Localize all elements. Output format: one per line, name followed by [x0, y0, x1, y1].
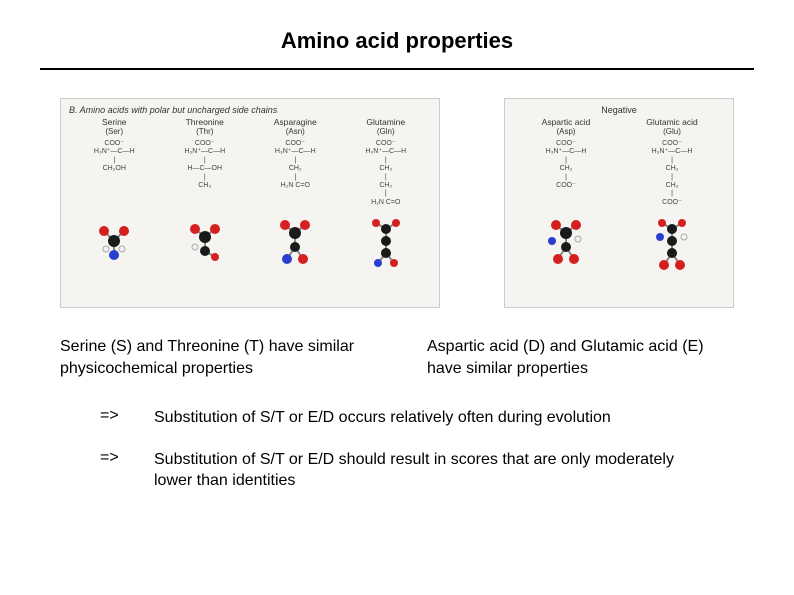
aa-asparagine-col: Asparagine (Asn) COO⁻ H₃N⁺—C—H | CH₂ | H… — [250, 117, 341, 207]
panel-right-names: Aspartic acid (Asp) COO⁻ H₃N⁺—C—H | CH₂ … — [513, 117, 725, 207]
aa-formula: COO⁻ H₃N⁺—C—H | CH₂ | CH₂ | H₂N C=O — [365, 140, 406, 207]
panel-right-header: Negative — [513, 105, 725, 115]
aa-abbr: (Ser) — [105, 127, 123, 136]
aa-name: Glutamic acid — [646, 117, 698, 127]
aa-formula: COO⁻ H₃N⁺—C—H | CH₂ | H₂N C=O — [275, 140, 316, 190]
aa-abbr: (Glu) — [663, 127, 681, 136]
molecule-icon — [271, 217, 319, 273]
figures-row: B. Amino acids with polar but uncharged … — [40, 98, 754, 308]
implication-text: Substitution of S/T or E/D occurs relati… — [154, 407, 611, 429]
aa-formula: COO⁻ H₃N⁺—C—H | CH₂OH — [94, 140, 135, 174]
caption-right: Aspartic acid (D) and Glutamic acid (E) … — [427, 336, 734, 379]
aa-abbr: (Asp) — [556, 127, 575, 136]
panel-left-header: B. Amino acids with polar but uncharged … — [69, 105, 431, 115]
aa-name: Glutamine — [366, 117, 405, 127]
aa-formula: COO⁻ H₃N⁺—C—H | CH₂ | CH₂ | COO⁻ — [652, 140, 693, 207]
aa-abbr: (Gln) — [377, 127, 395, 136]
aa-formula: COO⁻ H₃N⁺—C—H | CH₂ | COO⁻ — [546, 140, 587, 190]
aa-name: Aspartic acid — [542, 117, 591, 127]
panel-left-models — [69, 217, 431, 273]
panel-left-names: Serine (Ser) COO⁻ H₃N⁺—C—H | CH₂OH Threo… — [69, 117, 431, 207]
arrow-icon: => — [100, 449, 130, 467]
caption-left: Serine (S) and Threonine (T) have simila… — [60, 336, 367, 379]
aa-name: Asparagine — [274, 117, 317, 127]
molecule-icon — [90, 217, 138, 273]
molecule-icon — [538, 217, 594, 277]
slide-container: Amino acid properties B. Amino acids wit… — [0, 0, 794, 595]
aa-glutamic-col: Glutamic acid (Glu) COO⁻ H₃N⁺—C—H | CH₂ … — [619, 117, 725, 207]
aa-abbr: (Asn) — [286, 127, 305, 136]
slide-title: Amino acid properties — [40, 28, 754, 54]
aa-serine-col: Serine (Ser) COO⁻ H₃N⁺—C—H | CH₂OH — [69, 117, 160, 207]
implication-text: Substitution of S/T or E/D should result… — [154, 449, 674, 492]
panel-polar-uncharged: B. Amino acids with polar but uncharged … — [60, 98, 440, 308]
aa-threonine-col: Threonine (Thr) COO⁻ H₃N⁺—C—H | H—C—OH |… — [160, 117, 251, 207]
implication-item: => Substitution of S/T or E/D occurs rel… — [100, 407, 674, 429]
implications-list: => Substitution of S/T or E/D occurs rel… — [40, 407, 754, 492]
implication-item: => Substitution of S/T or E/D should res… — [100, 449, 674, 492]
panel-negative: Negative Aspartic acid (Asp) COO⁻ H₃N⁺—C… — [504, 98, 734, 308]
aa-name: Threonine — [186, 117, 224, 127]
molecule-icon — [181, 217, 229, 273]
aa-name: Serine — [102, 117, 127, 127]
captions-row: Serine (S) and Threonine (T) have simila… — [40, 336, 754, 379]
panel-right-models — [513, 217, 725, 277]
arrow-icon: => — [100, 407, 130, 425]
molecule-icon — [362, 217, 410, 273]
aa-glutamine-col: Glutamine (Gln) COO⁻ H₃N⁺—C—H | CH₂ | CH… — [341, 117, 432, 207]
aa-aspartic-col: Aspartic acid (Asp) COO⁻ H₃N⁺—C—H | CH₂ … — [513, 117, 619, 207]
aa-formula: COO⁻ H₃N⁺—C—H | H—C—OH | CH₃ — [184, 140, 225, 190]
title-rule — [40, 68, 754, 70]
aa-abbr: (Thr) — [196, 127, 213, 136]
molecule-icon — [644, 217, 700, 277]
